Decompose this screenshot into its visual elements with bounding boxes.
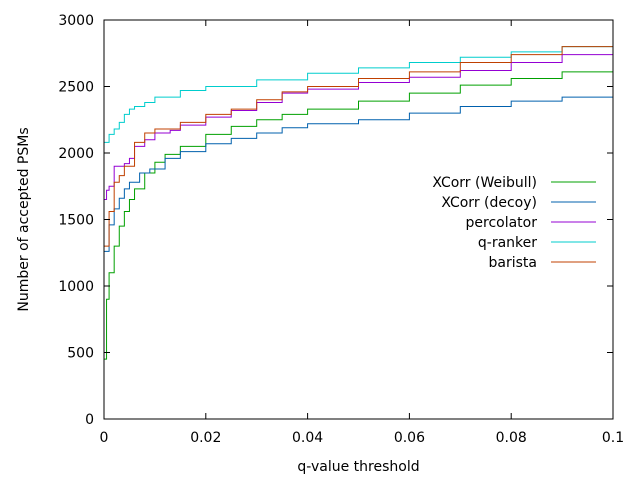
- x-tick-label: 0.06: [394, 430, 425, 446]
- legend-label: percolator: [466, 215, 538, 231]
- legend-label: barista: [489, 255, 537, 271]
- y-tick-label: 1500: [58, 213, 94, 229]
- series-line: [104, 91, 614, 252]
- x-tick-label: 0.04: [292, 430, 323, 446]
- legend: XCorr (Weibull) XCorr (decoy) percolator q-…: [432, 175, 596, 271]
- series-line: [104, 66, 614, 360]
- series-layer: [104, 35, 614, 360]
- x-axis-label: q-value threshold: [297, 459, 419, 475]
- y-tick-label: 3000: [58, 13, 94, 29]
- y-tick-label: 1000: [58, 279, 94, 295]
- series-line: [104, 35, 614, 247]
- x-tick-label: 0.02: [190, 430, 221, 446]
- legend-label: XCorr (Weibull): [432, 175, 537, 191]
- ticks-layer: 0 0.02 0.04 0.06 0.08 0.1 0 500 1000 1500 2000 2500…: [58, 13, 624, 446]
- y-axis-label: Number of accepted PSMs: [16, 127, 32, 311]
- x-tick-label: 0: [100, 430, 109, 446]
- y-tick-label: 2500: [58, 80, 94, 96]
- y-tick-label: 0: [85, 412, 94, 428]
- x-tick-label: 0.08: [496, 430, 527, 446]
- series-line: [104, 38, 614, 143]
- x-tick-label: 0.1: [602, 430, 624, 446]
- y-tick-label: 2000: [58, 146, 94, 162]
- legend-label: q-ranker: [478, 235, 537, 251]
- y-tick-label: 500: [67, 346, 94, 362]
- legend-label: XCorr (decoy): [441, 195, 537, 211]
